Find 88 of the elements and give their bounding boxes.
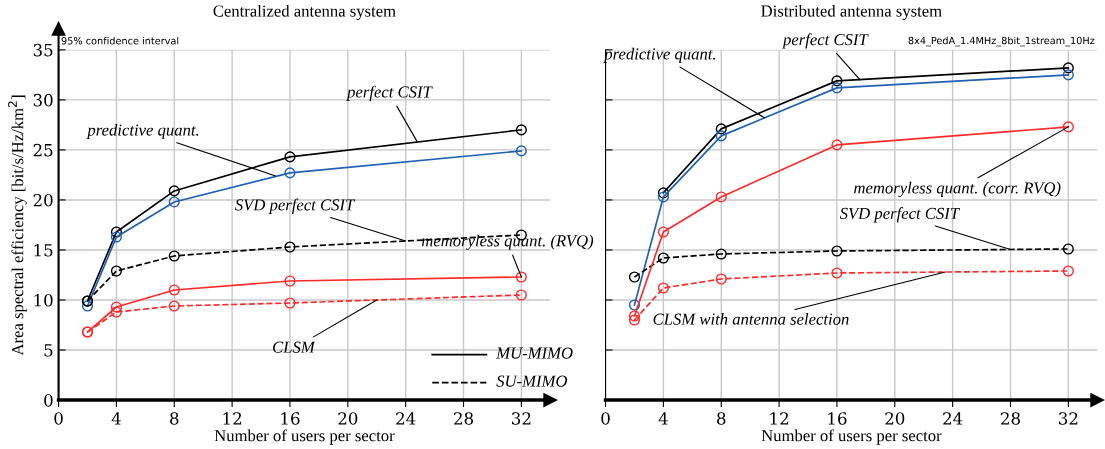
point bbox=[110, 265, 122, 277]
point bbox=[657, 191, 669, 203]
x-tick-label: 12 bbox=[770, 412, 789, 425]
point bbox=[657, 226, 669, 238]
point bbox=[657, 187, 669, 199]
point bbox=[1062, 265, 1074, 277]
annotation: memoryless quant. (corr. RVQ) bbox=[854, 181, 1061, 197]
x-tick-label: 8 bbox=[170, 412, 179, 425]
point bbox=[110, 231, 122, 243]
point bbox=[168, 185, 180, 197]
annotation: predictive quant. bbox=[86, 123, 199, 140]
point bbox=[81, 300, 94, 312]
annotation: CLSM bbox=[273, 341, 316, 353]
x-tick-label: 4 bbox=[658, 412, 668, 425]
text: 95% confidence interval bbox=[61, 36, 179, 45]
annotation: CLSM with antenna selection bbox=[653, 313, 849, 325]
x-tick-label: 28 bbox=[454, 412, 473, 425]
y-tick-label: 35 bbox=[33, 43, 53, 57]
annotation: perfect CSIT bbox=[782, 33, 869, 49]
point bbox=[284, 241, 296, 253]
point bbox=[1062, 69, 1074, 81]
annotation: SU-MIMO bbox=[496, 375, 568, 387]
point bbox=[715, 191, 727, 203]
point bbox=[628, 271, 641, 283]
x-tick-label: 28 bbox=[1001, 412, 1020, 425]
x-tick-label: 24 bbox=[943, 412, 963, 425]
x-tick-label: 0 bbox=[54, 412, 63, 425]
text: 8x4_PedA_1.4MHz_8bit_1stream_10Hz bbox=[908, 36, 1095, 47]
chart-title: Distributed antenna system bbox=[761, 4, 942, 21]
x-tick-label: 32 bbox=[1059, 412, 1078, 425]
y-tick-label: 5 bbox=[44, 344, 53, 357]
annotation: perfect CSIT bbox=[346, 85, 433, 101]
x-tick-label: 12 bbox=[223, 412, 242, 425]
y-tick-label: 20 bbox=[33, 193, 53, 207]
point bbox=[831, 139, 843, 151]
chart-title: Centralized antenna system bbox=[213, 4, 396, 21]
point bbox=[284, 297, 296, 309]
point bbox=[168, 196, 180, 208]
x-tick-label: 0 bbox=[601, 412, 610, 425]
y-tick-label: 15 bbox=[34, 243, 53, 257]
point bbox=[831, 245, 843, 257]
x-axis-title: Number of users per sector bbox=[761, 429, 942, 445]
point bbox=[515, 124, 527, 136]
point bbox=[110, 306, 122, 318]
point bbox=[657, 252, 669, 264]
point bbox=[715, 123, 727, 135]
point bbox=[831, 82, 843, 94]
point bbox=[1062, 121, 1074, 133]
x-tick-label: 16 bbox=[281, 412, 300, 425]
x-tick-label: 32 bbox=[512, 412, 531, 425]
x-axis-title: Number of users per sector bbox=[214, 429, 395, 445]
point bbox=[1062, 243, 1074, 255]
y-tick-label: 25 bbox=[33, 143, 53, 157]
annotation: MU-MIMO bbox=[496, 347, 573, 359]
x-tick-label: 8 bbox=[717, 412, 726, 425]
annotation: SVD perfect CSIT bbox=[839, 207, 961, 223]
point bbox=[168, 284, 180, 296]
point bbox=[515, 145, 527, 157]
annotation: memoryless quant. (RVQ) bbox=[421, 234, 594, 250]
point bbox=[284, 275, 296, 287]
point bbox=[110, 301, 122, 313]
point bbox=[628, 299, 641, 311]
y-tick-label: 10 bbox=[34, 293, 53, 307]
point bbox=[715, 130, 727, 142]
x-tick-label: 20 bbox=[338, 412, 358, 425]
x-tick-label: 24 bbox=[396, 412, 416, 425]
point bbox=[168, 300, 180, 312]
y-tick-label: 0 bbox=[44, 394, 53, 407]
point bbox=[168, 250, 180, 262]
y-tick-label: 30 bbox=[33, 93, 53, 107]
point bbox=[1062, 62, 1074, 74]
point bbox=[657, 282, 669, 294]
annotation: SVD perfect CSIT bbox=[235, 198, 356, 214]
point bbox=[715, 248, 727, 260]
point bbox=[628, 310, 641, 322]
point bbox=[628, 314, 641, 326]
point bbox=[110, 226, 122, 238]
point bbox=[284, 151, 296, 163]
point bbox=[284, 167, 296, 179]
x-tick-label: 4 bbox=[111, 412, 121, 425]
point bbox=[715, 273, 727, 285]
point bbox=[831, 75, 843, 87]
x-tick-label: 16 bbox=[828, 412, 847, 425]
point bbox=[515, 271, 527, 283]
x-tick-label: 20 bbox=[885, 412, 905, 425]
point bbox=[515, 289, 527, 301]
y-axis-title: Area spectral efficiency [bit/s/Hz/km$^{2}$] bbox=[8, 95, 27, 356]
point bbox=[831, 267, 843, 279]
